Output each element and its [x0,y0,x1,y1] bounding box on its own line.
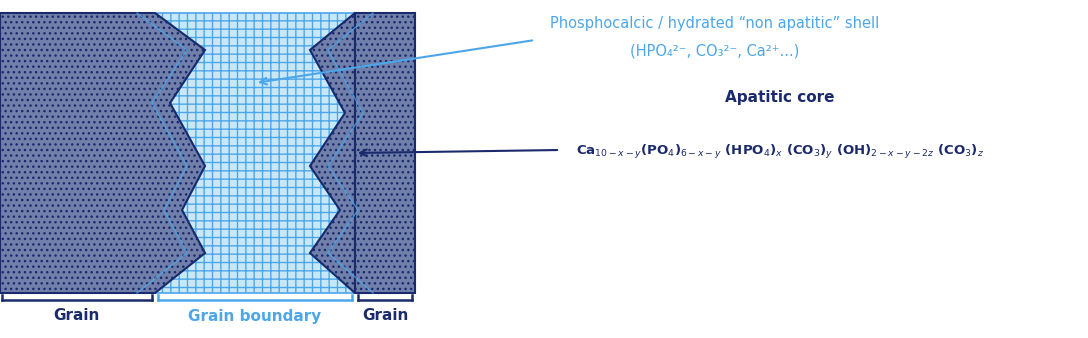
Text: Ca$_{10-x-y}$(PO$_4$)$_{6-x-y}$ (HPO$_4$)$_x$ (CO$_3$)$_y$ (OH)$_{2-x-y-2z}$ (CO: Ca$_{10-x-y}$(PO$_4$)$_{6-x-y}$ (HPO$_4$… [576,143,984,161]
Text: Grain boundary: Grain boundary [188,309,322,323]
Text: Apatitic core: Apatitic core [726,90,834,105]
Polygon shape [0,13,205,293]
Text: Grain: Grain [53,309,99,323]
Text: Grain: Grain [362,309,408,323]
Text: (HPO₄²⁻, CO₃²⁻, Ca²⁺...): (HPO₄²⁻, CO₃²⁻, Ca²⁺...) [630,44,800,59]
Text: Phosphocalcic / hydrated “non apatitic” shell: Phosphocalcic / hydrated “non apatitic” … [551,16,879,31]
Polygon shape [310,13,415,293]
Polygon shape [154,13,355,293]
